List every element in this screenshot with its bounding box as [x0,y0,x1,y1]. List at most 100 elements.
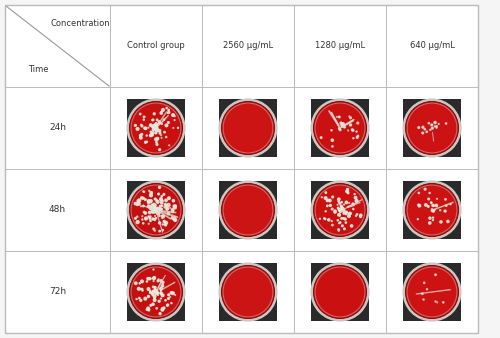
Circle shape [164,224,166,226]
Circle shape [332,146,333,147]
Circle shape [430,129,431,130]
Circle shape [164,203,166,206]
Circle shape [159,149,160,151]
Circle shape [164,206,166,208]
Circle shape [342,209,345,212]
Circle shape [324,197,327,199]
Circle shape [144,141,146,143]
Circle shape [162,215,164,218]
Circle shape [157,280,159,282]
Circle shape [168,197,170,199]
Circle shape [168,109,170,111]
Circle shape [152,132,154,134]
Circle shape [160,287,162,290]
Circle shape [166,305,168,306]
Circle shape [150,134,152,137]
Circle shape [344,126,345,128]
Circle shape [168,111,170,113]
Circle shape [332,224,333,226]
Circle shape [312,182,368,238]
Circle shape [433,211,434,212]
Circle shape [174,116,175,117]
Circle shape [357,122,358,124]
Circle shape [156,142,157,143]
Circle shape [168,294,170,296]
Circle shape [151,208,154,211]
Circle shape [148,201,150,203]
Circle shape [434,121,436,124]
Circle shape [431,124,432,126]
Circle shape [144,217,148,220]
Circle shape [148,127,149,128]
Circle shape [174,205,176,207]
Circle shape [156,119,158,121]
Text: 640 μg/mL: 640 μg/mL [410,42,455,50]
Circle shape [152,119,154,121]
Circle shape [338,209,342,211]
Circle shape [338,223,340,224]
Circle shape [152,210,154,213]
Circle shape [148,205,150,208]
Circle shape [158,279,159,280]
Circle shape [152,293,153,295]
Circle shape [171,217,173,219]
Circle shape [220,264,276,320]
Circle shape [340,210,342,211]
Circle shape [141,125,143,127]
Circle shape [156,123,157,125]
Circle shape [171,303,172,304]
Circle shape [138,199,140,202]
Circle shape [164,131,166,133]
Circle shape [152,294,153,295]
Circle shape [331,130,332,131]
Circle shape [153,276,156,279]
Circle shape [429,192,430,194]
Circle shape [168,122,169,123]
Circle shape [143,191,144,192]
Circle shape [341,202,342,203]
Circle shape [422,293,423,294]
Circle shape [422,132,424,134]
Circle shape [406,184,458,236]
Circle shape [154,128,156,129]
Circle shape [161,309,164,311]
Circle shape [350,213,351,214]
Circle shape [340,222,341,223]
Circle shape [144,127,147,129]
Circle shape [426,131,428,132]
Circle shape [158,129,160,132]
Circle shape [150,131,152,132]
Circle shape [154,124,156,126]
Circle shape [343,218,344,219]
Circle shape [147,277,149,280]
Circle shape [167,304,168,306]
Circle shape [159,313,161,315]
Circle shape [169,145,170,146]
Text: 72h: 72h [49,288,66,296]
Text: 1280 μg/mL: 1280 μg/mL [315,42,365,50]
Circle shape [162,230,164,231]
Circle shape [406,102,458,154]
Circle shape [360,216,362,217]
Circle shape [156,209,158,211]
Circle shape [437,302,438,303]
Text: 48h: 48h [49,206,66,215]
Circle shape [152,129,154,131]
Circle shape [432,204,434,207]
Circle shape [156,207,158,209]
Circle shape [314,102,366,154]
Circle shape [150,220,151,221]
Circle shape [339,202,340,204]
Circle shape [152,290,154,292]
Circle shape [432,127,433,129]
Circle shape [356,199,358,202]
Circle shape [360,216,362,218]
Circle shape [136,127,139,130]
Circle shape [152,294,154,296]
Circle shape [342,123,344,125]
Circle shape [434,209,435,210]
Circle shape [342,208,344,209]
Circle shape [432,217,434,218]
Circle shape [356,137,358,138]
Circle shape [356,214,358,215]
